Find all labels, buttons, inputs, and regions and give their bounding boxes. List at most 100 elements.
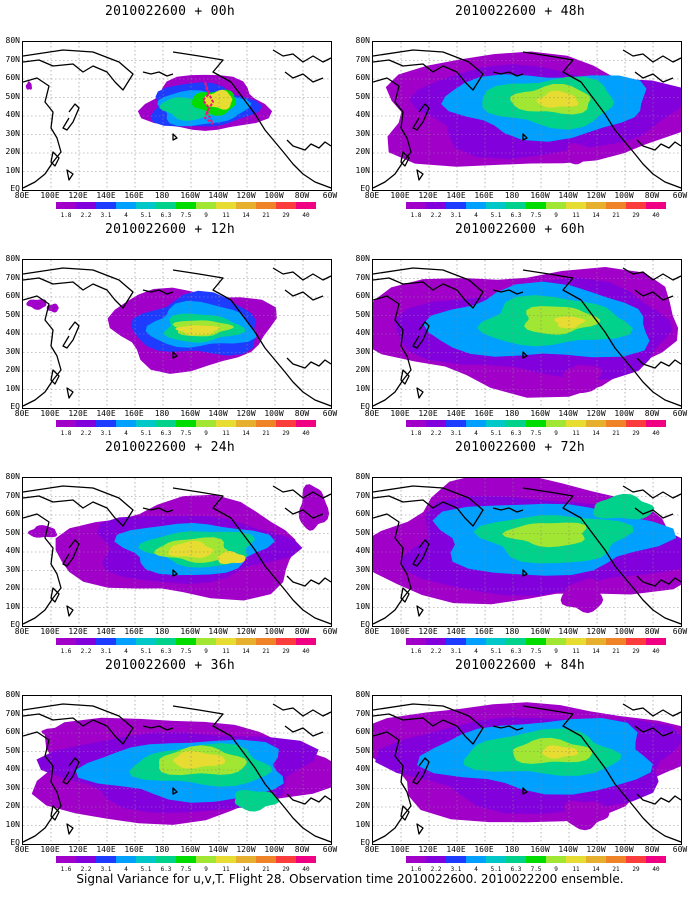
colorbar-label: 9 bbox=[554, 430, 558, 437]
lon-tick-label: 140W bbox=[558, 409, 578, 418]
contour-fill bbox=[562, 364, 602, 393]
colorbar-label: 14 bbox=[592, 866, 600, 873]
colorbar-swatch bbox=[296, 420, 316, 427]
coastline bbox=[23, 77, 62, 189]
colorbar-label: 11 bbox=[572, 648, 580, 655]
colorbar-swatch bbox=[176, 856, 196, 863]
colorbar-swatch bbox=[506, 856, 526, 863]
colorbar-label: 2.2 bbox=[80, 648, 92, 655]
colorbar-label: 5.1 bbox=[140, 430, 152, 437]
contour-fill bbox=[168, 540, 214, 558]
colorbar-label: 14 bbox=[242, 648, 250, 655]
lon-tick-label: 60W bbox=[322, 627, 338, 636]
colorbar-label: 21 bbox=[262, 648, 270, 655]
lon-tick-label: 80E bbox=[14, 845, 30, 854]
lat-tick-label: 50N bbox=[5, 527, 20, 537]
coastline bbox=[634, 725, 674, 737]
coastline bbox=[142, 71, 174, 77]
colorbar-label: 7.5 bbox=[530, 430, 542, 437]
coastline bbox=[522, 487, 681, 625]
colorbar-label: 7.5 bbox=[180, 648, 192, 655]
lon-tick-label: 80E bbox=[14, 627, 30, 636]
coastline bbox=[142, 725, 174, 731]
colorbar-label: 5.1 bbox=[140, 212, 152, 219]
lon-tick-label: 160E bbox=[474, 409, 494, 418]
lon-tick-label: 100E bbox=[390, 191, 410, 200]
coastline bbox=[286, 357, 331, 369]
lon-tick-label: 100W bbox=[264, 409, 284, 418]
coastline bbox=[622, 703, 681, 717]
coastline bbox=[622, 267, 681, 281]
colorbar-label: 11 bbox=[572, 212, 580, 219]
coastline bbox=[492, 289, 524, 295]
colorbar-label: 6.3 bbox=[510, 430, 522, 437]
colorbar-label: 1.6 bbox=[60, 648, 72, 655]
lon-tick-label: 160W bbox=[530, 627, 550, 636]
lon-tick-label: 120W bbox=[586, 845, 606, 854]
lon-tick-label: 60W bbox=[322, 845, 338, 854]
colorbar-label: 2.2 bbox=[430, 648, 442, 655]
colorbar-label: 29 bbox=[282, 866, 290, 873]
coastline bbox=[172, 569, 178, 577]
colorbar-swatch bbox=[406, 638, 426, 645]
map-panel: 2010022600 + 36h 80N 70N 60N 50N 40N 30N 20N 10N… bbox=[0, 658, 340, 876]
coastline bbox=[62, 321, 80, 349]
colorbar-label: 3.1 bbox=[450, 866, 462, 873]
colorbar-label: 21 bbox=[262, 430, 270, 437]
colorbar-swatch bbox=[176, 420, 196, 427]
coastline bbox=[373, 703, 484, 745]
colorbar-swatch bbox=[566, 420, 586, 427]
coastline bbox=[400, 587, 410, 603]
lon-tick-label: 160E bbox=[474, 627, 494, 636]
colorbar-label: 29 bbox=[632, 430, 640, 437]
coastline bbox=[522, 51, 681, 189]
lon-tick-label: 160W bbox=[180, 845, 200, 854]
colorbar-swatch bbox=[176, 638, 196, 645]
lat-tick-label: 50N bbox=[355, 745, 370, 755]
lon-tick-label: 80E bbox=[364, 627, 380, 636]
map-panel: 2010022600 + 00h 80N 70N 60N 50N 40N 30N 20N 10N… bbox=[0, 4, 340, 222]
lon-tick-label: 100E bbox=[390, 845, 410, 854]
lat-tick-label: 70N bbox=[5, 54, 20, 64]
lon-tick-label: 120W bbox=[586, 627, 606, 636]
colorbar-swatch bbox=[566, 202, 586, 209]
coastline bbox=[373, 295, 412, 407]
colorbar-label: 6.3 bbox=[510, 866, 522, 873]
colorbar-label: 29 bbox=[282, 212, 290, 219]
colorbar-swatch bbox=[76, 856, 96, 863]
lat-tick-label: 70N bbox=[5, 708, 20, 718]
lon-tick-label: 120E bbox=[418, 845, 438, 854]
colorbar-label: 4 bbox=[474, 866, 478, 873]
colorbar-label: 1.8 bbox=[60, 212, 72, 219]
coastline bbox=[412, 539, 430, 567]
contour-fill bbox=[46, 303, 59, 313]
lon-tick-label: 100W bbox=[264, 627, 284, 636]
colorbar-label: 14 bbox=[242, 866, 250, 873]
lon-tick-label: 60W bbox=[672, 409, 688, 418]
contour-fill bbox=[536, 90, 579, 108]
lon-tick-label: 180 bbox=[504, 845, 520, 854]
coastline bbox=[172, 705, 331, 843]
lat-tick-label: 80N bbox=[5, 472, 20, 481]
colorbar-label: 7.5 bbox=[180, 212, 192, 219]
colorbar-label: 2.2 bbox=[430, 430, 442, 437]
map-plot bbox=[372, 41, 682, 191]
coastline bbox=[634, 71, 674, 83]
colorbar-label: 9 bbox=[204, 866, 208, 873]
lon-tick-label: 160E bbox=[124, 845, 144, 854]
coastline bbox=[286, 139, 331, 151]
lat-tick-label: 40N bbox=[355, 328, 370, 337]
colorbar-swatch bbox=[236, 638, 256, 645]
colorbar-swatch bbox=[156, 420, 176, 427]
lon-tick-label: 140W bbox=[208, 627, 228, 636]
coastline bbox=[284, 507, 324, 519]
colorbar-swatch bbox=[466, 420, 486, 427]
map-panel: 2010022600 + 12h 80N 70N 60N 50N 40N 30N 20N 10N… bbox=[0, 222, 340, 440]
colorbar-label: 1.6 bbox=[410, 648, 422, 655]
colorbar-label: 21 bbox=[612, 212, 620, 219]
colorbar bbox=[56, 202, 316, 209]
coastline bbox=[66, 387, 74, 399]
coastline bbox=[50, 369, 60, 385]
coastline bbox=[62, 103, 80, 131]
lon-tick-label: 160W bbox=[530, 845, 550, 854]
